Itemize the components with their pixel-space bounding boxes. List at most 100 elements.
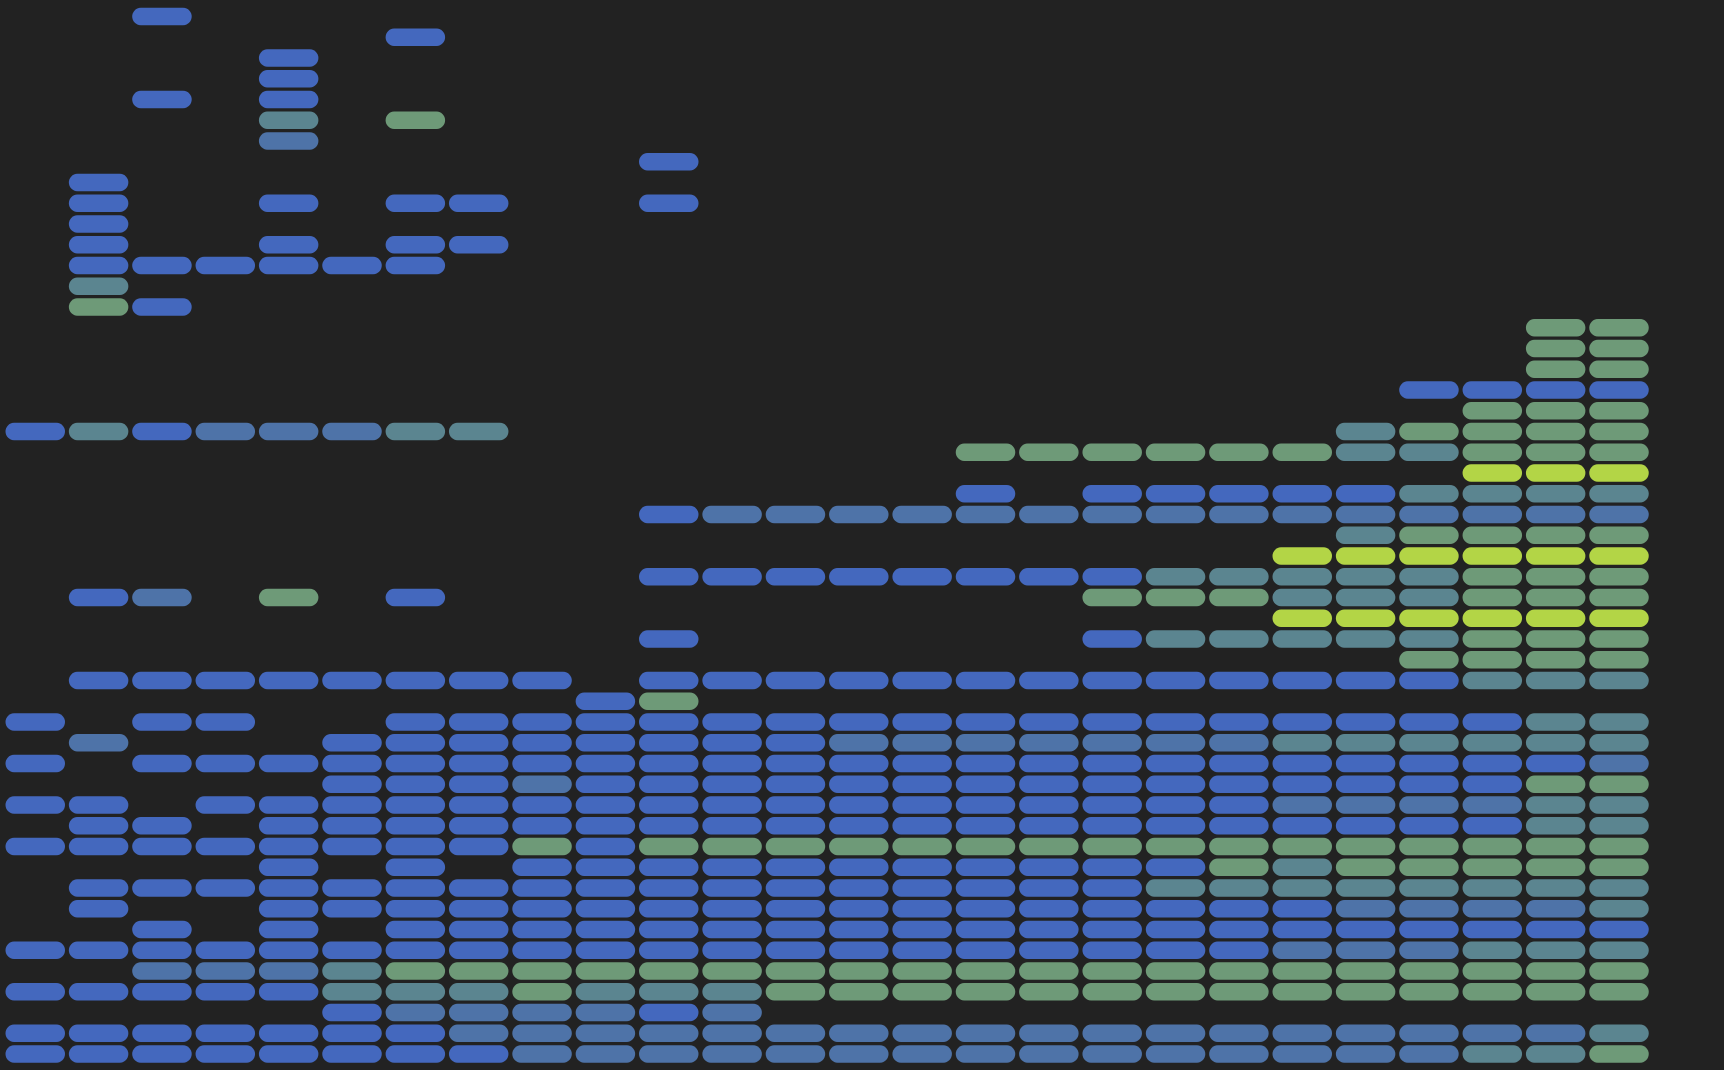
cell — [1082, 1045, 1142, 1063]
cell — [68, 671, 129, 690]
cell — [892, 754, 952, 773]
cell — [68, 983, 129, 1001]
cell — [1462, 422, 1523, 441]
cell — [385, 941, 446, 959]
cell — [955, 485, 1016, 503]
cell — [1209, 879, 1269, 897]
cell — [1082, 879, 1142, 897]
cell — [132, 1024, 192, 1042]
cell — [385, 194, 446, 212]
cell — [195, 796, 256, 814]
cell — [68, 588, 129, 607]
cell — [1525, 630, 1586, 648]
cell — [1525, 713, 1586, 731]
cell — [258, 796, 319, 814]
cell — [1082, 568, 1142, 586]
cell — [1399, 817, 1459, 835]
cell — [5, 941, 65, 959]
cell — [639, 962, 699, 980]
cell — [1082, 588, 1142, 607]
cell — [829, 713, 889, 731]
cell — [1462, 837, 1523, 856]
cell — [1019, 817, 1079, 835]
cell — [1272, 713, 1332, 731]
cell — [1589, 879, 1649, 897]
cell — [195, 983, 256, 1001]
cell — [448, 775, 509, 793]
cell — [829, 858, 889, 876]
cell — [639, 692, 699, 710]
cell — [639, 817, 699, 835]
cell — [1589, 485, 1649, 503]
cell — [512, 941, 572, 959]
cell — [195, 1045, 256, 1063]
cell — [195, 837, 256, 856]
cell — [448, 713, 509, 731]
cell — [1335, 713, 1396, 731]
cell — [892, 817, 952, 835]
cell — [829, 734, 889, 752]
cell — [1082, 962, 1142, 980]
cell — [1335, 775, 1396, 793]
cell — [1082, 837, 1142, 856]
cell — [829, 837, 889, 856]
cell — [1019, 900, 1079, 918]
cell — [322, 837, 382, 856]
cell — [385, 1003, 446, 1022]
cell — [1145, 505, 1206, 524]
cell — [765, 858, 826, 876]
cell — [639, 1045, 699, 1063]
cell — [448, 1024, 509, 1042]
cell — [1399, 879, 1459, 897]
cell — [1335, 588, 1396, 607]
cell — [829, 754, 889, 773]
cell — [1082, 858, 1142, 876]
cell — [702, 983, 762, 1001]
cell — [892, 941, 952, 959]
cell — [1082, 775, 1142, 793]
cell — [639, 713, 699, 731]
cell — [1019, 796, 1079, 814]
cell — [1399, 381, 1459, 399]
cell — [1399, 1024, 1459, 1042]
cell — [1589, 651, 1649, 669]
cell — [258, 90, 319, 109]
cell — [1272, 962, 1332, 980]
cell — [1335, 941, 1396, 959]
cell — [385, 1045, 446, 1063]
cell — [702, 1024, 762, 1042]
cell — [1272, 588, 1332, 607]
cell — [892, 983, 952, 1001]
cell — [322, 983, 382, 1001]
cell — [1335, 630, 1396, 648]
cell — [1399, 920, 1459, 939]
cell — [1589, 734, 1649, 752]
cell — [258, 236, 319, 254]
cell — [575, 900, 636, 918]
cell — [575, 734, 636, 752]
cell — [1399, 858, 1459, 876]
cell — [1209, 858, 1269, 876]
cell — [132, 941, 192, 959]
cell — [1399, 609, 1459, 627]
cell — [512, 1003, 572, 1022]
cell — [68, 796, 129, 814]
cell — [132, 713, 192, 731]
cell — [258, 962, 319, 980]
cell — [1462, 609, 1523, 627]
cell — [1145, 1045, 1206, 1063]
cell — [1335, 485, 1396, 503]
cell — [765, 879, 826, 897]
cell — [1525, 983, 1586, 1001]
cell — [1589, 754, 1649, 773]
cell — [1525, 568, 1586, 586]
cell — [639, 796, 699, 814]
cell — [892, 671, 952, 690]
cell — [702, 734, 762, 752]
cell — [512, 817, 572, 835]
cell — [1589, 900, 1649, 918]
cell — [1335, 1024, 1396, 1042]
cell — [1399, 547, 1459, 565]
cell — [1145, 900, 1206, 918]
cell — [702, 775, 762, 793]
